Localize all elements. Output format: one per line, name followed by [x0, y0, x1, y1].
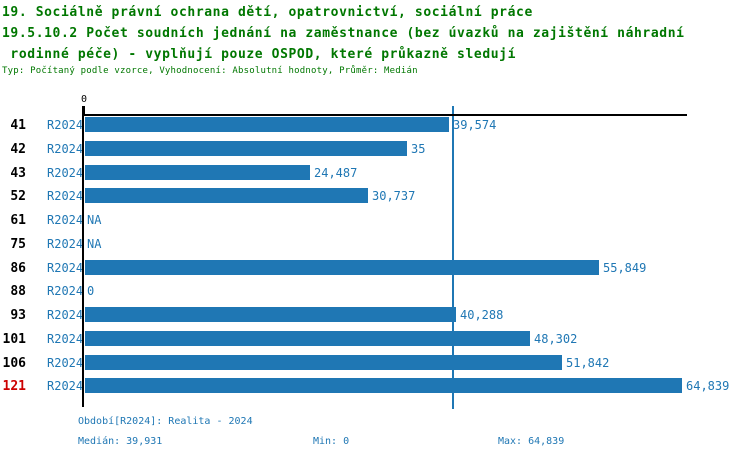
value-label: NA	[87, 237, 102, 251]
row-category-label: 41	[10, 118, 26, 133]
row-category-label: 86	[10, 261, 26, 276]
row-period-label: R2024	[47, 284, 84, 298]
row-period-label: R2024	[47, 189, 84, 203]
footer-max: Max: 64,839	[498, 436, 565, 447]
footer-period: Období[R2024]: Realita - 2024	[78, 416, 253, 427]
value-bar[interactable]	[85, 188, 368, 203]
value-bar[interactable]	[85, 355, 562, 370]
value-bar[interactable]	[85, 331, 530, 346]
value-bar[interactable]	[85, 165, 310, 180]
row-category-label: 93	[10, 308, 26, 323]
row-category-label: 61	[10, 213, 26, 228]
row-period-label: R2024	[47, 261, 84, 275]
row-period-label: R2024	[47, 308, 84, 322]
value-label: 55,849	[603, 261, 647, 275]
axis-origin-label: 0	[80, 94, 88, 105]
report-title-line3: rodinné péče) - vyplňují pouze OSPOD, kt…	[2, 47, 517, 62]
row-period-label: R2024	[47, 237, 84, 251]
row-period-label: R2024	[47, 118, 84, 132]
value-bar[interactable]	[85, 378, 682, 393]
row-category-label: 88	[10, 284, 26, 299]
row-period-label: R2024	[47, 379, 84, 393]
value-label: 48,302	[534, 332, 578, 346]
row-period-label: R2024	[47, 166, 84, 180]
row-period-label: R2024	[47, 356, 84, 370]
report-meta-line: Typ: Počítaný podle vzorce, Vyhodnocení:…	[2, 66, 418, 76]
row-category-label: 42	[10, 142, 26, 157]
value-label: 30,737	[372, 189, 416, 203]
row-category-label: 75	[10, 237, 26, 252]
report-title-line1: 19. Sociálně právní ochrana dětí, opatro…	[2, 5, 533, 20]
report-title-line2: 19.5.10.2 Počet soudních jednání na zamě…	[2, 26, 685, 41]
footer-min: Min: 0	[313, 436, 350, 447]
row-period-label: R2024	[47, 332, 84, 346]
value-label: 39,574	[453, 118, 497, 132]
value-label: 51,842	[566, 356, 610, 370]
value-label: 35	[411, 142, 426, 156]
footer-median: Medián: 39,931	[78, 436, 163, 447]
x-axis-line	[84, 114, 687, 116]
value-label: 0	[87, 284, 95, 298]
value-label: 24,487	[314, 166, 358, 180]
row-period-label: R2024	[47, 213, 84, 227]
row-category-label: 121	[2, 379, 26, 394]
value-bar[interactable]	[85, 260, 599, 275]
row-period-label: R2024	[47, 142, 84, 156]
axis-origin-tick	[83, 106, 85, 115]
value-bar[interactable]	[85, 117, 449, 132]
median-line	[452, 106, 454, 409]
value-label: NA	[87, 213, 102, 227]
row-category-label: 43	[10, 166, 26, 181]
value-bar[interactable]	[85, 141, 407, 156]
row-category-label: 106	[2, 356, 26, 371]
value-label: 40,288	[460, 308, 504, 322]
row-category-label: 52	[10, 189, 26, 204]
y-axis-line	[82, 106, 84, 407]
value-label: 64,839	[686, 379, 730, 393]
row-category-label: 101	[2, 332, 26, 347]
value-bar[interactable]	[85, 307, 456, 322]
